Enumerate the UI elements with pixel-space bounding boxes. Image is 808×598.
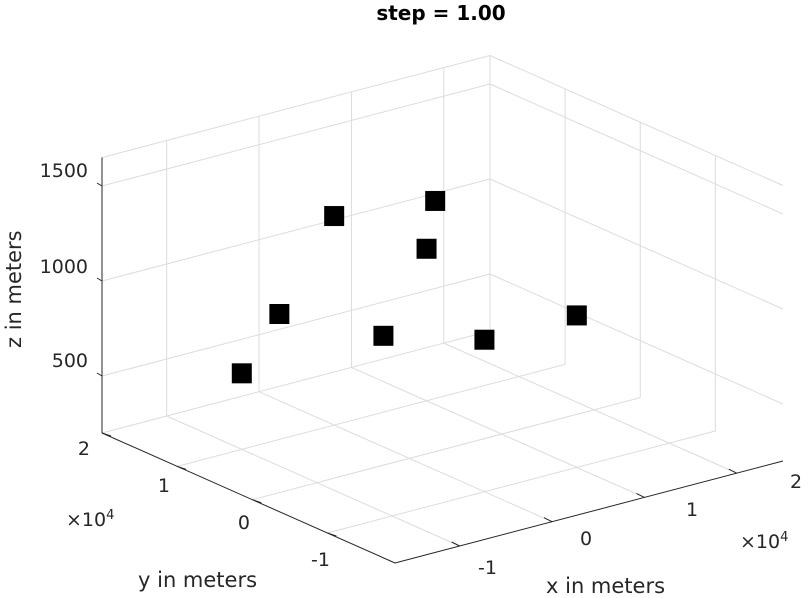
grid-lines [101,55,784,547]
x-tick-mark [451,541,460,547]
x-tick-label: 1 [686,499,698,521]
y-axis-label: y in meters [138,568,257,592]
x-axis-label: x in meters [546,574,665,598]
x-tick-label: -1 [478,557,497,579]
z-tick-label: 1000 [40,256,88,278]
floor-grid-line [252,397,641,501]
y-tick-mark [327,532,337,537]
box-edge-line [489,55,784,186]
data-point-marker [425,190,446,211]
floor-grid-line [327,430,716,534]
data-point-marker [231,363,252,384]
data-point-marker [474,329,495,350]
data-point-marker [269,304,290,324]
wall-grid-line [101,83,491,187]
axis-lines [96,157,784,564]
x-exponent-label: ×104 [740,530,788,553]
wall-grid-line [489,178,784,310]
data-markers [231,190,587,384]
x-tick-mark [636,492,645,498]
y-tick-label: -1 [311,549,330,571]
data-point-marker [324,206,345,227]
y-tick-label: 0 [238,512,250,534]
floor-grid-line [443,342,738,474]
wall-grid-line [101,273,491,377]
z-tick-mark [96,277,103,282]
wall-grid-line [489,273,784,405]
z-tick-label: 1500 [40,160,88,182]
data-point-marker [416,238,437,259]
y-tick-mark [252,499,262,504]
y-tick-label: 2 [78,438,90,460]
data-point-marker [373,325,394,346]
y-axis-line [101,432,396,564]
floor-grid-line [258,391,553,523]
wall-grid-line [489,83,784,215]
x-tick-mark [728,468,738,474]
z-tick-mark [96,182,103,187]
x-tick-label: 2 [790,471,802,493]
z-tick-label: 500 [52,350,88,372]
y-exponent-label: ×104 [66,508,114,531]
y-tick-label: 1 [158,475,170,497]
z-tick-mark [96,372,103,377]
floor-grid-line [166,415,460,547]
z-axis-label: z in meters [2,230,26,348]
x-tick-label: 0 [580,528,592,550]
box-edge-line [101,55,491,158]
data-point-marker [566,305,587,326]
y-tick-mark [101,432,112,437]
x-tick-mark [543,517,553,523]
floor-grid-line [101,330,491,434]
chart-title: step = 1.00 [376,1,505,25]
y-tick-mark [176,465,187,470]
floor-grid-line [177,363,566,467]
floor-grid-line [351,366,645,498]
